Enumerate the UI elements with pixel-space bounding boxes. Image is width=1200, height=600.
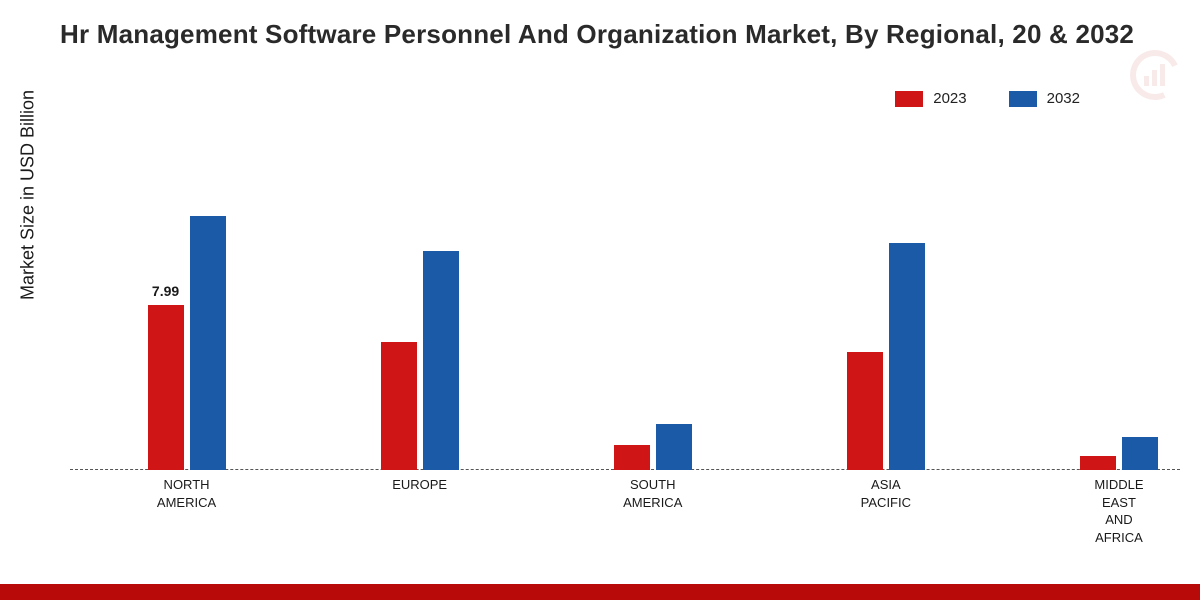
bar (381, 342, 417, 470)
bar (1080, 456, 1116, 470)
bar (847, 352, 883, 470)
bar (190, 216, 226, 470)
legend: 2023 2032 (895, 90, 1080, 107)
bar-group (1080, 437, 1158, 470)
x-tick-label: ASIA PACIFIC (861, 476, 911, 511)
legend-swatch-2032 (1009, 91, 1037, 107)
chart-title: Hr Management Software Personnel And Org… (60, 18, 1134, 51)
bar-group (381, 251, 459, 470)
watermark-logo (1120, 50, 1190, 110)
x-tick-label: EUROPE (392, 476, 447, 494)
legend-swatch-2023 (895, 91, 923, 107)
plot-area: 7.99 (70, 140, 1180, 470)
bar-group (614, 424, 692, 470)
footer-bar (0, 584, 1200, 600)
legend-label-2032: 2032 (1047, 90, 1080, 107)
chart-canvas: Hr Management Software Personnel And Org… (0, 0, 1200, 600)
bar (1122, 437, 1158, 470)
bar-group (148, 216, 226, 470)
x-tick-label: NORTH AMERICA (157, 476, 216, 511)
legend-item-2032: 2032 (1009, 90, 1080, 107)
legend-item-2023: 2023 (895, 90, 966, 107)
bar (889, 243, 925, 470)
bar (148, 305, 184, 470)
x-tick-label: MIDDLE EAST AND AFRICA (1094, 476, 1143, 546)
y-axis-label: Market Size in USD Billion (18, 90, 39, 300)
legend-label-2023: 2023 (933, 90, 966, 107)
bar (656, 424, 692, 470)
bar (614, 445, 650, 470)
value-label: 7.99 (152, 283, 179, 299)
bar-group (847, 243, 925, 470)
x-tick-label: SOUTH AMERICA (623, 476, 682, 511)
bar (423, 251, 459, 470)
